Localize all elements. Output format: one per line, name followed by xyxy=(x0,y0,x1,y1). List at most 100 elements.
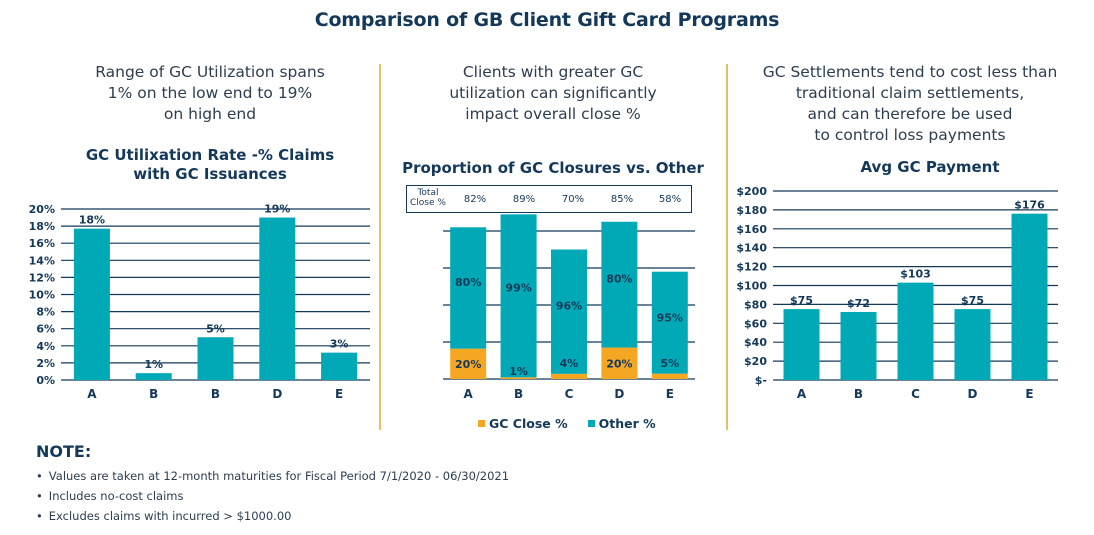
bar xyxy=(783,309,820,380)
x-tick-label: D xyxy=(272,387,282,401)
legend-item-gc-close: GC Close % xyxy=(478,416,568,431)
x-tick-label: E xyxy=(666,387,674,401)
y-tick-label: 18% xyxy=(29,220,55,233)
y-tick-label: $80 xyxy=(744,298,767,311)
y-tick-label: 14% xyxy=(29,254,55,267)
total-close-table: Total Close % 82% 89% 70% 85% 58% xyxy=(406,185,692,213)
x-tick-label: A xyxy=(87,387,97,401)
subtitle-line: to control loss payments xyxy=(814,126,1006,144)
x-tick-label: E xyxy=(335,387,343,401)
legend-label: Other % xyxy=(598,416,656,431)
data-label-other: 99% xyxy=(505,282,531,295)
y-tick-label: $120 xyxy=(736,261,767,274)
data-label: $176 xyxy=(1014,199,1045,212)
data-label-gc-close: 20% xyxy=(606,357,632,370)
subtitle-line: utilization can significantly xyxy=(449,84,657,102)
chart-2-legend: GC Close % Other % xyxy=(478,416,656,431)
data-label-other: 80% xyxy=(606,272,632,285)
subtitle-line: 1% on the low end to 19% xyxy=(107,84,313,102)
x-tick-label: A xyxy=(797,387,807,401)
bar xyxy=(897,282,934,380)
data-label: 19% xyxy=(264,203,290,216)
x-tick-label: E xyxy=(1025,387,1033,401)
page-title: Comparison of GB Client Gift Card Progra… xyxy=(314,9,780,31)
y-tick-label: 0% xyxy=(36,374,55,387)
total-close-label-line: Total xyxy=(417,188,439,198)
total-close-value: 82% xyxy=(463,194,487,205)
data-label: $75 xyxy=(961,294,984,307)
bar-segment-gc-close xyxy=(500,377,537,379)
x-tick-label: D xyxy=(614,387,624,401)
chart-title-line: GC Utilixation Rate -% Claims xyxy=(85,146,335,164)
x-tick-label: C xyxy=(911,387,920,401)
x-tick-label: C xyxy=(565,387,574,401)
panel-divider xyxy=(726,64,728,430)
note-title: NOTE: xyxy=(36,442,92,461)
total-close-label: Total Close % xyxy=(410,188,446,208)
data-label: 18% xyxy=(79,214,105,227)
y-tick-label: 2% xyxy=(36,357,55,370)
note-item: Includes no-cost claims xyxy=(36,486,509,506)
data-label: 5% xyxy=(206,322,225,335)
bar-segment-gc-close xyxy=(601,347,638,379)
chart-title-line: Proportion of GC Closures vs. Other xyxy=(402,159,704,177)
data-label-gc-close: 1% xyxy=(509,365,528,378)
bar-segment-gc-close xyxy=(651,373,688,379)
subtitle-line: impact overall close % xyxy=(465,105,641,123)
legend-swatch-teal xyxy=(587,420,595,427)
total-close-label-line: Close % xyxy=(410,198,446,208)
x-tick-label: D xyxy=(968,387,978,401)
bar xyxy=(840,311,877,380)
note-item: Values are taken at 12-month maturities … xyxy=(36,466,509,486)
y-tick-label: $200 xyxy=(736,185,767,198)
panel-3-subtitle: GC Settlements tend to cost less than tr… xyxy=(727,62,1093,146)
subtitle-line: and can therefore be used xyxy=(807,105,1013,123)
y-tick-label: 4% xyxy=(36,340,55,353)
y-tick-label: $- xyxy=(755,374,767,387)
chart-title-line: Avg GC Payment xyxy=(860,158,1000,176)
y-tick-label: 16% xyxy=(29,237,55,250)
y-tick-label: $60 xyxy=(744,317,767,330)
data-label: $103 xyxy=(900,268,931,281)
data-label-gc-close: 4% xyxy=(560,357,579,370)
data-label-other: 96% xyxy=(556,299,582,312)
chart-title-line: with GC Issuances xyxy=(133,165,287,183)
y-tick-label: 6% xyxy=(36,323,55,336)
y-tick-label: 8% xyxy=(36,306,55,319)
legend-label: GC Close % xyxy=(489,416,568,431)
bar-segment-gc-close xyxy=(450,348,487,379)
data-label-other: 80% xyxy=(455,276,481,289)
x-tick-label: A xyxy=(464,387,474,401)
chart-1-title: GC Utilixation Rate -% Claims with GC Is… xyxy=(20,146,400,184)
data-label: $72 xyxy=(847,297,870,310)
total-close-value: 58% xyxy=(658,194,682,205)
y-tick-label: $180 xyxy=(736,204,767,217)
legend-item-other: Other % xyxy=(587,416,656,431)
panel-2-subtitle: Clients with greater GC utilization can … xyxy=(380,62,726,125)
y-tick-label: 20% xyxy=(29,203,55,216)
note-item: Excludes claims with incurred > $1000.00 xyxy=(36,506,509,526)
y-tick-label: 10% xyxy=(29,289,55,302)
data-label-other: 95% xyxy=(657,312,683,325)
x-tick-label: B xyxy=(514,387,523,401)
bar-segment-other xyxy=(450,227,487,349)
subtitle-line: on high end xyxy=(163,105,257,123)
bar-segment-gc-close xyxy=(551,373,587,379)
y-tick-label: $160 xyxy=(736,223,767,236)
subtitle-line: Clients with greater GC xyxy=(462,63,644,81)
bar xyxy=(1011,213,1048,380)
bar xyxy=(259,217,296,380)
bar xyxy=(321,352,358,380)
subtitle-line: GC Settlements tend to cost less than xyxy=(762,63,1058,81)
chart-3-title: Avg GC Payment xyxy=(780,158,1080,177)
bar-segment-other xyxy=(500,214,537,378)
y-tick-label: $20 xyxy=(744,355,767,368)
bar xyxy=(73,228,110,380)
subtitle-line: traditional claim settlements, xyxy=(795,84,1025,102)
data-label: 1% xyxy=(144,358,163,371)
chart-2-title: Proportion of GC Closures vs. Other xyxy=(380,159,726,178)
subtitle-line: Range of GC Utilization spans xyxy=(95,63,325,81)
